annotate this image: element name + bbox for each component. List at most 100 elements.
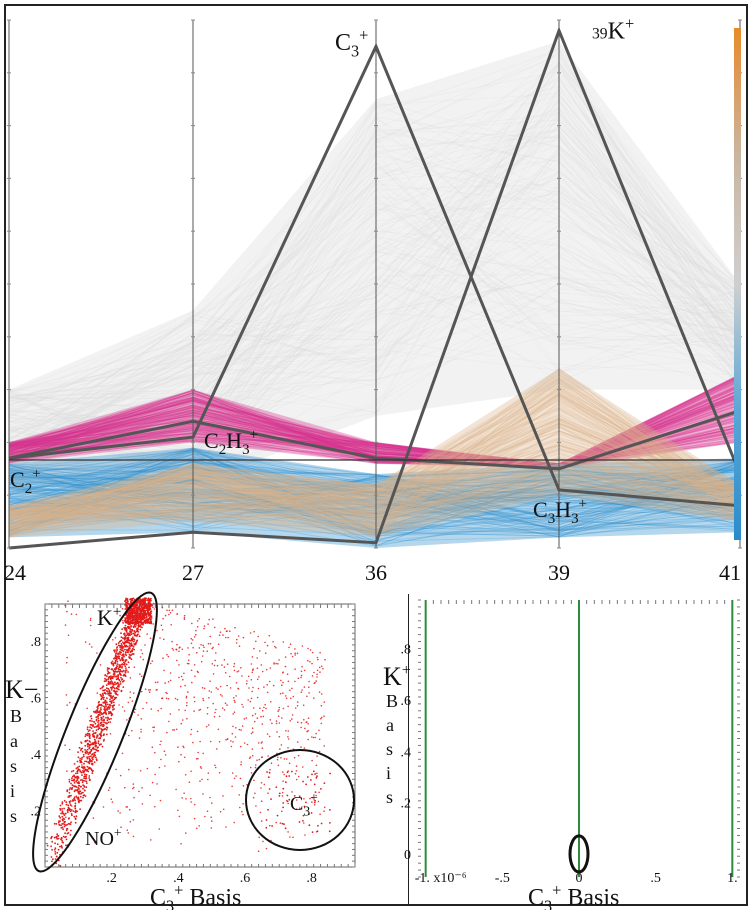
scatter-point [125, 630, 128, 632]
scatter-point [255, 764, 257, 766]
scatter-point [139, 620, 141, 623]
scatter-point [156, 629, 158, 632]
scatter-point [216, 748, 218, 750]
pc-axis-label: 36 [365, 560, 387, 585]
scatter-point [221, 707, 224, 709]
scatter-point [100, 721, 103, 724]
scatter-point [193, 817, 196, 820]
scatter-point [194, 675, 196, 677]
scatter-point [83, 768, 85, 770]
scatter-point [70, 813, 73, 815]
scatter-point [132, 600, 134, 602]
label-c3h3-part: H [555, 497, 571, 522]
scatter-point [75, 772, 77, 775]
scatter-point [279, 692, 282, 695]
scatter-point [54, 851, 57, 853]
scatter-point [163, 638, 165, 641]
scatter-point [140, 615, 143, 617]
scatter-point [133, 638, 136, 641]
scatter-point [314, 799, 316, 802]
label-c2h3-part: C [204, 428, 219, 453]
scatter-point [290, 652, 292, 655]
scatter-point [123, 632, 126, 635]
scatter-point [209, 796, 211, 799]
scatter-point [112, 664, 115, 667]
scatter-point [97, 721, 99, 723]
scatter-point [108, 681, 110, 684]
scatter-point [137, 621, 139, 624]
scatter-point [294, 668, 296, 670]
scatter-point [80, 758, 83, 760]
scatter-point [91, 772, 94, 774]
scatter-point [58, 815, 61, 818]
scatter-point [119, 680, 122, 683]
scatter-point [307, 717, 310, 719]
scatter-point [124, 786, 126, 789]
scatter-point [268, 680, 271, 683]
scatter-point [318, 666, 321, 669]
scatter-point [139, 656, 142, 658]
scatter-point [110, 662, 113, 665]
scatter-point [141, 652, 144, 655]
scatter-point [121, 607, 124, 610]
scatter-point [324, 658, 326, 661]
scatter-point [74, 811, 77, 814]
scatter-point [282, 707, 285, 710]
label-c3h3: C3H3+ [533, 496, 587, 527]
scatter-point [252, 707, 255, 709]
scatter-point [320, 822, 323, 825]
scatter-point [129, 691, 132, 693]
scatter-point [83, 789, 86, 792]
scatter-point [140, 675, 143, 678]
scatter-point [140, 611, 143, 613]
scatter-point [200, 767, 203, 769]
scatter-point [157, 709, 159, 712]
scatter-point [237, 670, 240, 672]
scatter-point [126, 612, 129, 614]
scatter-point [61, 801, 64, 804]
scatter-point [187, 691, 189, 693]
scatter-point [91, 646, 93, 648]
scatter-point [133, 612, 136, 614]
scatter-point [107, 678, 110, 681]
scatter-point [257, 742, 260, 744]
scatter-point [89, 715, 92, 718]
scatter-point [140, 731, 142, 733]
scatter-point [180, 753, 182, 756]
scatter-point [86, 707, 88, 710]
scatter-point [125, 659, 128, 661]
scatter-point [178, 815, 181, 818]
scatter-point [112, 662, 115, 665]
scatter-point [84, 773, 86, 776]
scatter-point [188, 781, 191, 783]
scatter-point [79, 808, 81, 811]
scatter-point [127, 647, 130, 650]
scatter-point [226, 704, 228, 706]
scatter-point [51, 848, 53, 851]
scatter-point [192, 741, 194, 744]
scatter-point [86, 765, 89, 768]
scatter-point [59, 864, 62, 867]
scatter-point [306, 776, 309, 778]
scatter-point [68, 792, 71, 794]
scatter-point [129, 634, 132, 637]
scatter-point [113, 704, 116, 707]
scatter-point [190, 770, 192, 773]
scatter-point [76, 775, 78, 778]
scatter-point [77, 797, 80, 800]
scatter-point [93, 726, 96, 728]
scatter-point [87, 745, 89, 748]
scatter-point [106, 669, 109, 671]
scatter-point [140, 619, 143, 621]
scatter-point [255, 805, 257, 807]
scatter-point [124, 619, 127, 622]
scatter-point [214, 659, 216, 662]
scatter-point [278, 722, 281, 724]
scatter-point [104, 703, 107, 706]
scatter-point [93, 752, 96, 754]
scatter-point [311, 759, 313, 762]
scatter-point [87, 730, 90, 732]
line-plot-x-tick-label: 1. [727, 871, 738, 886]
scatter-point [187, 647, 189, 649]
scatter-point [260, 715, 262, 718]
